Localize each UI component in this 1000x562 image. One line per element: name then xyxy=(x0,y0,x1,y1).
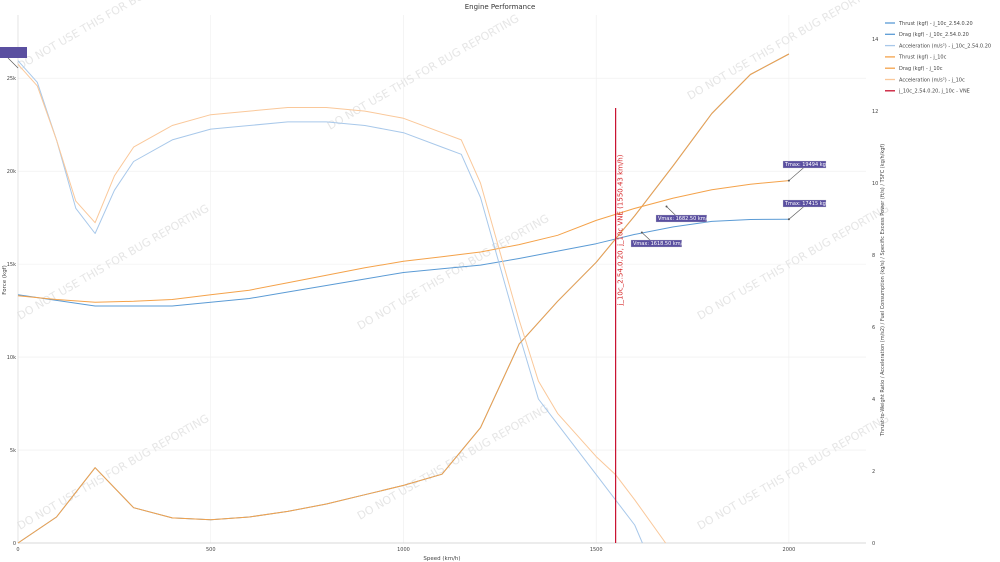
chart-title: Engine Performance xyxy=(465,3,536,11)
y-axis-label: Force (kgf) xyxy=(2,265,8,295)
legend-item-label: Thrust (kgf) - j_10c xyxy=(898,55,947,61)
y-tick-label: 25k xyxy=(7,76,16,82)
watermark-text: DO NOT USE THIS FOR BUG REPORTING xyxy=(15,0,211,73)
annotation-point xyxy=(665,205,668,208)
grid xyxy=(18,15,866,543)
series-layer xyxy=(17,53,790,544)
annotation-point xyxy=(787,218,790,221)
y2-tick-label: 14 xyxy=(872,37,878,43)
annotation-box xyxy=(630,239,682,248)
watermark-text: DO NOT USE THIS FOR BUG REPORTING xyxy=(695,412,891,533)
y2-tick-label: 10 xyxy=(872,181,878,187)
watermark-text: DO NOT USE THIS FOR BUG REPORTING xyxy=(695,202,891,323)
y2-tick-label: 4 xyxy=(872,397,875,403)
annotation-text: Tmax: 17415 kgf xyxy=(784,201,828,207)
series-line xyxy=(17,53,790,544)
series-line xyxy=(17,218,789,307)
annotation-arrow xyxy=(788,205,805,220)
legend-item-label: j_10c_2.54.0.20, j_10c - VNE xyxy=(898,89,970,95)
watermark-text: DO NOT USE THIS FOR BUG REPORTING xyxy=(325,12,521,133)
y2-tick-label: 8 xyxy=(872,253,875,259)
watermark-text: DO NOT USE THIS FOR BUG REPORTING xyxy=(685,0,881,103)
annotations-layer: Tmax: 19494 kgf Tmax: 17415 kgf Vmax: 1682… xyxy=(0,47,828,306)
watermark-layer: DO NOT USE THIS FOR BUG REPORTING DO NOT … xyxy=(15,0,891,533)
x-tick-label: 2000 xyxy=(783,547,796,553)
legend-item-label: Acceleration (m/s²) - j_10c_2.54.0.20 xyxy=(899,43,991,49)
annotation-arrow xyxy=(7,57,19,69)
series-line xyxy=(17,63,667,544)
annotation-arrow xyxy=(788,166,805,181)
y-tick-label: 10k xyxy=(7,355,16,361)
annotation-text: Vmax: 1618.50 km/h xyxy=(633,241,685,247)
legend-item-label: Drag (kgf) - j_10c_2.54.0.20 xyxy=(899,32,969,38)
watermark-text: DO NOT USE THIS FOR BUG REPORTING xyxy=(355,402,551,523)
x-tick-label: 1000 xyxy=(397,547,410,553)
y-tick-label: 5k xyxy=(10,448,16,454)
y2-tick-label: 2 xyxy=(872,469,875,475)
series-line xyxy=(17,60,643,544)
x-axis-label: Speed (km/h) xyxy=(423,556,460,562)
y2-tick-label: 12 xyxy=(872,109,878,115)
y2-tick-label: 6 xyxy=(872,325,875,331)
series-line xyxy=(17,180,789,303)
annotation-point xyxy=(640,231,643,234)
annotation-text: Vmax: 1682.50 km/h xyxy=(658,216,710,222)
vne-label: j_10c_2.54.0.20, j_10c VNE (1550.43 km/h… xyxy=(617,154,625,306)
legend-item-label: Thrust (kgf) - j_10c_2.54.0.20 xyxy=(898,21,973,27)
watermark-text: DO NOT USE THIS FOR BUG REPORTING xyxy=(15,202,211,323)
watermark-text: DO NOT USE THIS FOR BUG REPORTING xyxy=(15,412,211,533)
y-tick-label: 0 xyxy=(13,541,16,547)
legend-item-label: Acceleration (m/s²) - j_10c xyxy=(899,77,965,83)
annotation-text: Tmax: 19494 kgf xyxy=(784,162,828,168)
annotation-box xyxy=(782,160,827,169)
annotation-point xyxy=(787,179,790,182)
y-tick-label: 15k xyxy=(7,262,16,268)
annotation-box xyxy=(0,47,27,58)
y-tick-label: 20k xyxy=(7,169,16,175)
x-tick-label: 500 xyxy=(206,547,216,553)
y2-axis-label: Thrust-to-Weight Ratio / Acceleration (m… xyxy=(880,144,886,437)
axes: 0 500 1000 1500 2000 0 5k 10k 15k 20k 25k 0 2 4 6 8 10 12… xyxy=(7,15,878,553)
x-tick-label: 1500 xyxy=(590,547,603,553)
x-tick-label: 0 xyxy=(16,547,19,553)
annotation-box xyxy=(782,199,827,208)
watermark-text: DO NOT USE THIS FOR BUG REPORTING xyxy=(355,212,551,333)
annotation-box xyxy=(655,214,707,223)
legend-item-label: Drag (kgf) - j_10c xyxy=(899,66,943,72)
y2-tick-label: 0 xyxy=(872,541,875,547)
legend: Thrust (kgf) - j_10c_2.54.0.20 Drag (kgf)… xyxy=(885,21,991,95)
